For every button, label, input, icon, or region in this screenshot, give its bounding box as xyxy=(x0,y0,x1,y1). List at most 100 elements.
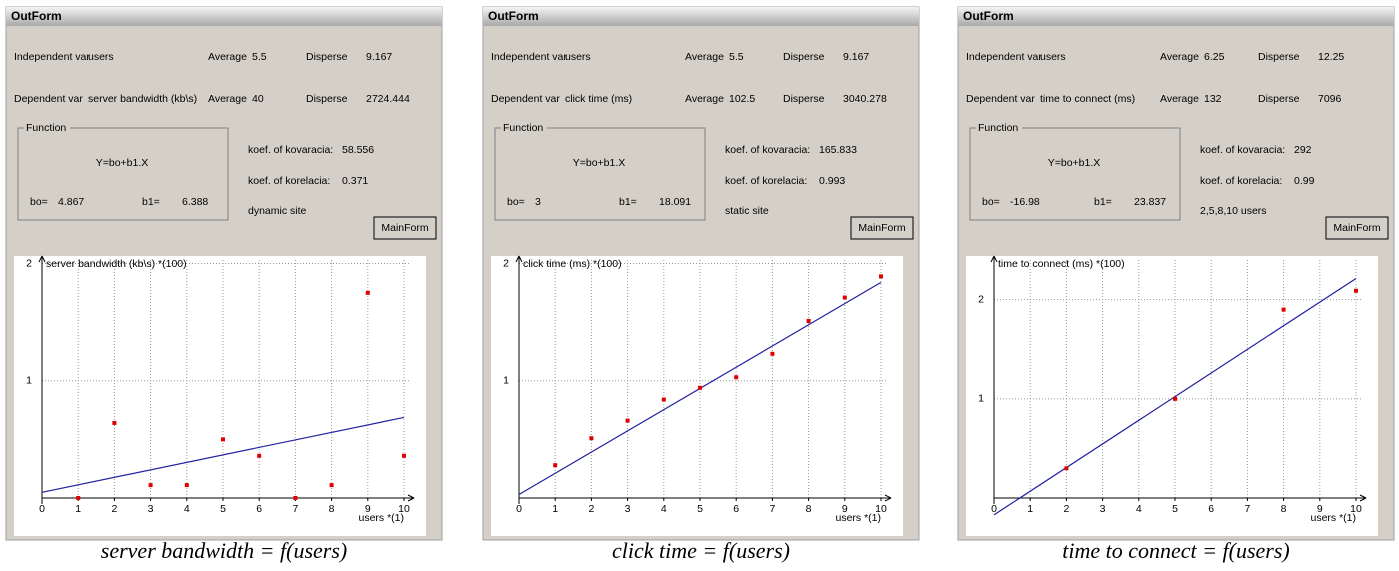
value: 9.167 xyxy=(843,51,869,63)
data-point xyxy=(184,483,189,488)
label: Average xyxy=(685,51,724,63)
formula: Y=bo+b1.X xyxy=(96,157,149,169)
x-tick-label: 9 xyxy=(365,503,371,515)
x-axis-arrow xyxy=(407,494,415,502)
window-title: OutForm xyxy=(11,9,62,23)
x-axis-arrow xyxy=(884,494,892,502)
value: time to connect (ms) xyxy=(1040,93,1135,105)
data-point xyxy=(148,483,153,488)
value: server bandwidth (kb\s) xyxy=(88,93,197,105)
group-legend-bg xyxy=(976,122,1022,134)
label: Average xyxy=(1160,51,1199,63)
data-point xyxy=(329,483,334,488)
x-tick-label: 9 xyxy=(842,503,848,515)
x-tick-label: 4 xyxy=(661,503,667,515)
value: 0.371 xyxy=(342,175,368,187)
label: koef. of korelacia: xyxy=(248,175,330,187)
data-point xyxy=(553,463,558,468)
data-point xyxy=(402,453,406,458)
x-tick-label: 5 xyxy=(1172,503,1178,515)
caption: server bandwidth = f(users) xyxy=(101,538,347,563)
value: 18.091 xyxy=(659,196,691,208)
data-point xyxy=(806,318,811,323)
group-legend: Function xyxy=(26,122,66,134)
x-tick-label: 5 xyxy=(697,503,703,515)
label: Dependent var xyxy=(966,93,1035,105)
y-axis-label: server bandwidth (kb\s) *(100) xyxy=(46,258,187,270)
label: b1= xyxy=(1094,196,1112,208)
main-form-button[interactable] xyxy=(850,216,914,240)
y-axis-arrow xyxy=(515,255,523,263)
data-point xyxy=(1173,396,1177,401)
note: 2,5,8,10 users xyxy=(1200,205,1267,217)
value: 102.5 xyxy=(729,93,755,105)
value: 0.993 xyxy=(819,175,845,187)
window-title: OutForm xyxy=(488,9,539,23)
x-tick-label: 3 xyxy=(148,503,154,515)
label: Average xyxy=(208,51,247,63)
x-tick-label: 10 xyxy=(398,503,410,515)
note: static site xyxy=(725,205,769,217)
data-point xyxy=(112,420,117,425)
x-tick-label: 8 xyxy=(329,503,335,515)
data-point xyxy=(770,351,775,356)
data-point xyxy=(221,437,225,442)
value: 0.99 xyxy=(1294,175,1315,187)
button-label: MainForm xyxy=(858,222,906,234)
y-axis-arrow xyxy=(990,255,998,263)
chart-area xyxy=(14,256,426,536)
value: 132 xyxy=(1204,93,1222,105)
label: b1= xyxy=(619,196,637,208)
value: 58.556 xyxy=(342,144,374,156)
regression-line xyxy=(41,416,405,493)
value: 165.833 xyxy=(819,144,857,156)
x-tick-label: 2 xyxy=(1063,503,1069,515)
value: 3040.278 xyxy=(843,93,887,105)
label: Average xyxy=(685,93,724,105)
group-legend: Function xyxy=(978,122,1018,134)
data-point xyxy=(1281,307,1286,312)
label: Independent var xyxy=(14,51,90,63)
main-form-button[interactable] xyxy=(1325,216,1389,240)
data-point xyxy=(661,397,666,402)
value: 4.867 xyxy=(58,196,84,208)
note: dynamic site xyxy=(248,205,307,217)
label: Dependent var xyxy=(14,93,83,105)
label: koef. of korelacia: xyxy=(725,175,807,187)
label: koef. of korelacia: xyxy=(1200,175,1282,187)
data-point xyxy=(879,274,883,279)
window-title: OutForm xyxy=(963,9,1014,23)
x-tick-label: 8 xyxy=(806,503,812,515)
y-axis-label: click time (ms) *(100) xyxy=(523,258,622,270)
label: bo= xyxy=(507,196,525,208)
label: koef. of kovaracia: xyxy=(1200,144,1285,156)
x-tick-label: 3 xyxy=(1100,503,1106,515)
x-tick-label: 10 xyxy=(1350,503,1362,515)
x-tick-label: 4 xyxy=(184,503,190,515)
group-legend-bg xyxy=(501,122,547,134)
label: Disperse xyxy=(783,93,825,105)
x-tick-label: 2 xyxy=(111,503,117,515)
label: bo= xyxy=(982,196,1000,208)
value: click time (ms) xyxy=(565,93,632,105)
x-tick-label: 3 xyxy=(625,503,631,515)
main-form-button[interactable] xyxy=(373,216,437,240)
value: 3 xyxy=(535,196,541,208)
value: users xyxy=(88,51,114,63)
x-tick-label: 7 xyxy=(1244,503,1250,515)
x-tick-label: 6 xyxy=(1208,503,1214,515)
value: 292 xyxy=(1294,144,1312,156)
value: 23.837 xyxy=(1134,196,1166,208)
function-group xyxy=(17,127,229,221)
x-tick-label: 0 xyxy=(516,503,522,515)
data-point xyxy=(698,385,702,390)
value: 40 xyxy=(252,93,264,105)
x-axis-label: users *(1) xyxy=(1310,512,1356,524)
label: Dependent var xyxy=(491,93,560,105)
label: Disperse xyxy=(1258,93,1300,105)
title-bar xyxy=(6,7,442,26)
x-tick-label: 9 xyxy=(1317,503,1323,515)
value: 5.5 xyxy=(729,51,744,63)
data-point xyxy=(293,496,298,500)
